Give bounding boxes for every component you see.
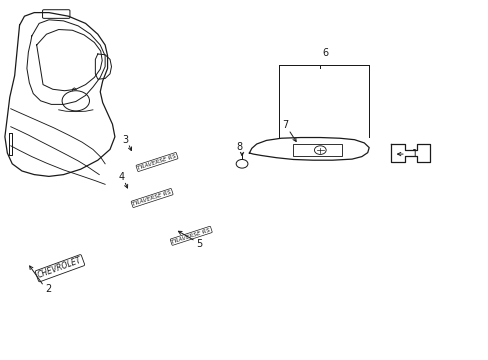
Text: 5: 5	[196, 239, 203, 249]
Text: 2: 2	[45, 284, 51, 294]
Text: 6: 6	[322, 48, 328, 58]
Text: 3: 3	[122, 135, 129, 145]
Text: 1: 1	[411, 149, 418, 159]
Text: TRAVERSE RS: TRAVERSE RS	[137, 153, 177, 171]
Text: CHEVROLET: CHEVROLET	[37, 256, 83, 280]
Text: TRAVERSE RS: TRAVERSE RS	[132, 189, 172, 207]
Text: 7: 7	[282, 120, 288, 130]
Text: TRAVERSE RS: TRAVERSE RS	[171, 227, 211, 244]
Text: 4: 4	[119, 172, 125, 182]
Text: 8: 8	[236, 142, 242, 152]
Bar	[293, 144, 342, 156]
